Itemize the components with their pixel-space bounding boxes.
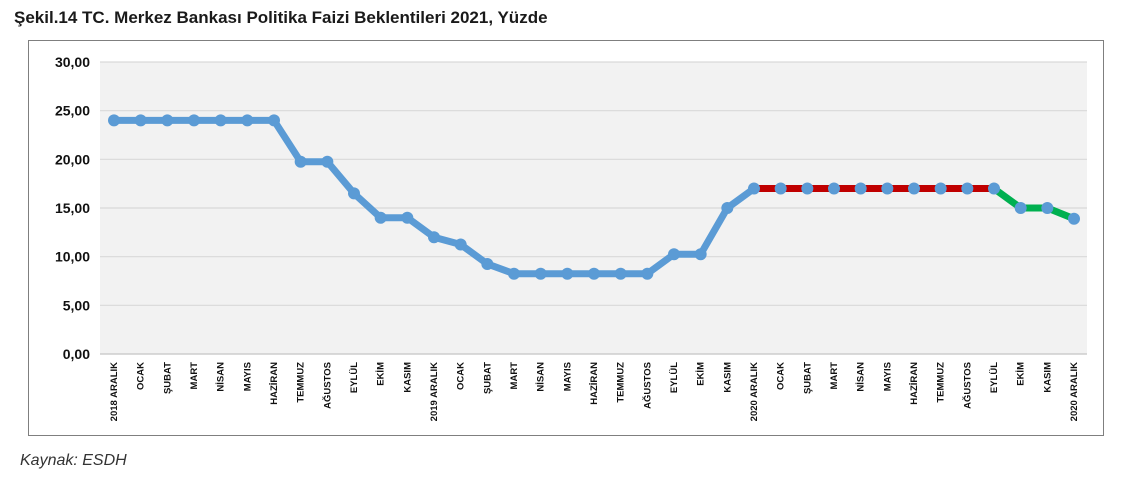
x-tick-label: OCAK (776, 362, 787, 390)
x-tick-label: HAZİRAN (909, 362, 920, 405)
x-tick-label: EKİM (1016, 362, 1027, 386)
data-point (774, 182, 787, 195)
data-point (454, 238, 467, 251)
x-tick-label: TEMMUZ (296, 362, 307, 403)
data-point (908, 182, 920, 195)
data-point (694, 248, 707, 261)
x-tick-label: AĞUSTOS (641, 362, 653, 409)
data-point (961, 182, 974, 195)
x-tick-label: MAYIS (562, 362, 573, 391)
x-tick-label: ŞUBAT (482, 362, 493, 394)
data-point (1041, 202, 1054, 214)
y-tick-label: 15,00 (55, 200, 90, 216)
x-tick-label: 2020 ARALIK (749, 362, 760, 421)
data-point (134, 114, 147, 127)
y-tick-label: 5,00 (63, 297, 90, 313)
x-tick-label: MART (509, 362, 520, 390)
data-point (988, 182, 1000, 195)
x-tick-label: NİSAN (536, 362, 547, 392)
x-tick-label: ŞUBAT (162, 362, 173, 394)
data-point (374, 211, 387, 224)
x-tick-label: EYLÜL (669, 362, 680, 393)
x-tick-label: OCAK (456, 362, 467, 390)
data-point (268, 114, 280, 127)
data-point (641, 267, 654, 280)
x-tick-label: 2020 ARALIK (1069, 362, 1080, 421)
data-point (721, 202, 734, 214)
y-tick-label: 30,00 (55, 54, 90, 70)
line-chart: 0,00 5,00 10,00 15,00 20,00 25,00 30,00 2018 AR… (55, 54, 1087, 421)
data-point (828, 182, 840, 195)
x-tick-label: MART (829, 362, 840, 390)
data-point (1068, 212, 1080, 225)
data-point (534, 267, 547, 280)
data-point (481, 257, 494, 270)
data-point (1014, 202, 1027, 214)
x-tick-label: HAZİRAN (589, 362, 600, 405)
data-point (508, 267, 520, 280)
x-tick-label: HAZİRAN (269, 362, 280, 405)
x-tick-label: KASIM (722, 362, 733, 393)
x-tick-label: AĞUSTOS (961, 362, 973, 409)
data-point (294, 155, 307, 168)
data-point (214, 114, 227, 127)
data-point (881, 182, 894, 195)
data-point (934, 182, 947, 195)
data-point (668, 248, 680, 261)
x-tick-label: MAYIS (242, 362, 253, 391)
y-tick-label: 10,00 (55, 249, 90, 265)
chart-title: Şekil.14 TC. Merkez Bankası Politika Fai… (14, 8, 548, 27)
x-tick-label: EKİM (696, 362, 707, 386)
data-point (401, 211, 414, 224)
x-tick-label: ŞUBAT (802, 362, 813, 394)
data-point (321, 155, 334, 168)
y-tick-label: 0,00 (63, 346, 90, 362)
x-tick-label: TEMMUZ (936, 362, 947, 403)
x-tick-label: TEMMUZ (616, 362, 627, 403)
x-tick-label: EYLÜL (349, 362, 360, 393)
data-point (161, 114, 174, 127)
x-tick-label: 2018 ARALIK (109, 362, 120, 421)
x-tick-label: OCAK (136, 362, 147, 390)
y-tick-label: 20,00 (55, 151, 90, 167)
data-point (188, 114, 200, 127)
data-point (348, 187, 360, 200)
data-point (614, 267, 627, 280)
data-point (241, 114, 254, 127)
x-tick-label: AĞUSTOS (321, 362, 333, 409)
x-tick-label: NİSAN (216, 362, 227, 392)
x-tick-label: MART (189, 362, 200, 390)
x-tick-label: NİSAN (856, 362, 867, 392)
data-point (428, 231, 440, 244)
data-point (561, 267, 574, 280)
data-point (801, 182, 814, 195)
y-tick-label: 25,00 (55, 103, 90, 119)
x-tick-label: KASIM (402, 362, 413, 393)
x-tick-label: 2019 ARALIK (429, 362, 440, 421)
data-point (854, 182, 867, 195)
series-line-segment (990, 185, 1078, 223)
x-tick-label: EYLÜL (989, 362, 1000, 393)
data-point (108, 114, 120, 127)
data-point (748, 182, 760, 195)
x-tick-label: EKİM (376, 362, 387, 386)
source-note: Kaynak: ESDH (20, 452, 127, 469)
data-point (588, 267, 600, 280)
x-tick-label: KASIM (1042, 362, 1053, 393)
x-tick-label: MAYIS (882, 362, 893, 391)
